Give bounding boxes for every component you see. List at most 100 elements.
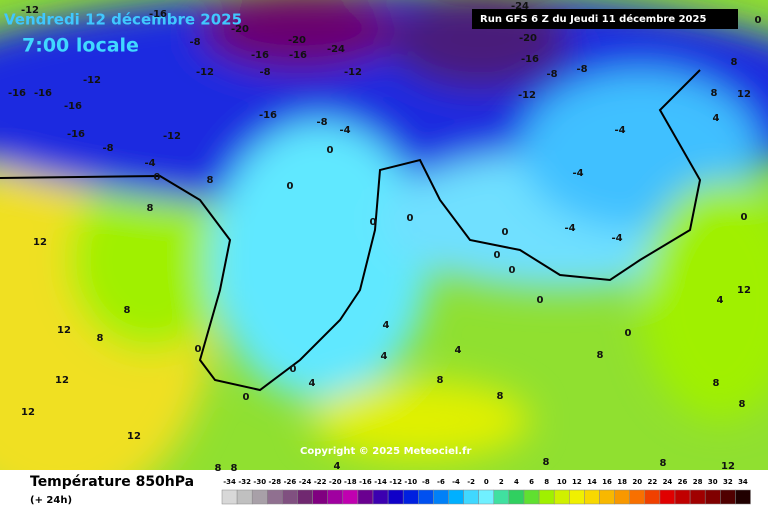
- date: Vendredi 12 décembre 2025: [4, 11, 242, 29]
- contour-label: 4: [309, 378, 316, 389]
- legend-swatch: [614, 489, 630, 505]
- legend-tick: -22: [314, 478, 327, 486]
- legend-tick: -32: [238, 478, 251, 486]
- contour-label: 0: [287, 181, 294, 192]
- contour-label: 4: [455, 345, 462, 356]
- contour-label: -16: [259, 110, 277, 121]
- contour-label: 4: [334, 461, 341, 472]
- legend-tick: 14: [587, 478, 597, 486]
- legend-tick: -4: [452, 478, 460, 486]
- legend-tick: -26: [284, 478, 297, 486]
- contour-label: -4: [144, 158, 155, 169]
- contour-label: 0: [741, 212, 748, 223]
- contour-label: 4: [383, 320, 390, 331]
- legend-swatch: [372, 489, 389, 505]
- contour-label: -12: [163, 131, 181, 142]
- contour-label: -8: [102, 143, 113, 154]
- contour-label: 12: [55, 375, 69, 386]
- legend-title: Température 850hPa: [30, 474, 194, 490]
- contour-label: 12: [721, 461, 735, 472]
- legend-swatch: [538, 489, 555, 505]
- legend-tick: 22: [647, 478, 657, 486]
- legend-swatch: [523, 489, 540, 505]
- contour-label: 4: [717, 295, 724, 306]
- contour-label: -12: [518, 90, 536, 101]
- legend-tick: -30: [253, 478, 266, 486]
- legend-tick: 6: [529, 478, 534, 486]
- contour-label: 0: [195, 344, 202, 355]
- legend-tick: -6: [437, 478, 445, 486]
- legend-tick: 12: [572, 478, 582, 486]
- contour-label: 8: [215, 463, 222, 474]
- contour-label: 8: [147, 203, 154, 214]
- legend-swatch: [267, 489, 283, 505]
- contour-label: 8: [497, 391, 504, 402]
- legend-swatch: [236, 489, 253, 505]
- legend-swatch: [448, 489, 464, 505]
- contour-label: 0: [327, 145, 334, 156]
- legend-swatch: [704, 489, 721, 505]
- legend-swatch: [327, 489, 344, 505]
- contour-label: -8: [259, 67, 270, 78]
- contour-label: 12: [57, 325, 71, 336]
- legend-swatch: [584, 489, 600, 505]
- legend-tick: 26: [678, 478, 688, 486]
- contour-label: 0: [407, 213, 414, 224]
- legend-swatch: [599, 489, 615, 505]
- legend-tick: -16: [359, 478, 372, 486]
- legend-tick: -10: [404, 478, 417, 486]
- legend-swatch: [418, 489, 434, 505]
- contour-label: -12: [196, 67, 214, 78]
- contour-label: -20: [519, 33, 537, 44]
- contour-label: 0: [243, 392, 250, 403]
- legend-tick: 20: [632, 478, 642, 486]
- contour-label: -12: [21, 5, 39, 16]
- contour-label: 0: [370, 217, 377, 228]
- contour-label: 0: [755, 15, 762, 26]
- legend-swatch: [553, 489, 570, 505]
- legend-swatch: [251, 489, 268, 505]
- contour-label: -16: [67, 129, 85, 140]
- contour-label: 12: [127, 431, 141, 442]
- legend-tick: 18: [617, 478, 627, 486]
- legend-swatch: [402, 489, 419, 505]
- legend-swatch: [629, 489, 646, 505]
- contour-label: 8: [97, 333, 104, 344]
- contour-label: 0: [154, 172, 161, 183]
- contour-label: 12: [21, 407, 35, 418]
- legend-tick: -12: [389, 478, 402, 486]
- contour-label: -16: [251, 50, 269, 61]
- contour-label: 4: [381, 351, 388, 362]
- contour-label: 8: [739, 399, 746, 410]
- legend-tick: -14: [374, 478, 387, 486]
- contour-label: -8: [576, 64, 587, 75]
- legend-tick: -24: [299, 478, 312, 486]
- legend-swatch: [674, 489, 691, 505]
- contour-label: 12: [737, 285, 751, 296]
- contour-label: -4: [339, 125, 350, 136]
- legend-swatch: [569, 489, 585, 505]
- contour-label: 0: [625, 328, 632, 339]
- legend-swatch: [659, 489, 676, 505]
- legend-tick: -8: [422, 478, 430, 486]
- contour-label: -16: [521, 54, 539, 65]
- run-box: [472, 9, 738, 29]
- contour-label: 0: [509, 265, 516, 276]
- legend-tick: -34: [223, 478, 236, 486]
- legend-swatch: [508, 489, 525, 505]
- legend-tick: 4: [514, 478, 519, 486]
- contour-label: -20: [231, 24, 249, 35]
- legend-swatch: [357, 489, 374, 505]
- legend-tick: -28: [269, 478, 282, 486]
- legend-tick: 2: [499, 478, 504, 486]
- contour-label: 0: [537, 295, 544, 306]
- contour-label: -4: [614, 125, 625, 136]
- contour-label: -20: [288, 35, 306, 46]
- copyright: Copyright © 2025 Meteociel.fr: [300, 446, 471, 457]
- legend-swatch: [433, 489, 449, 505]
- legend-tick: 16: [602, 478, 612, 486]
- contour-label: 0: [290, 364, 297, 375]
- legend-swatch: [720, 489, 736, 505]
